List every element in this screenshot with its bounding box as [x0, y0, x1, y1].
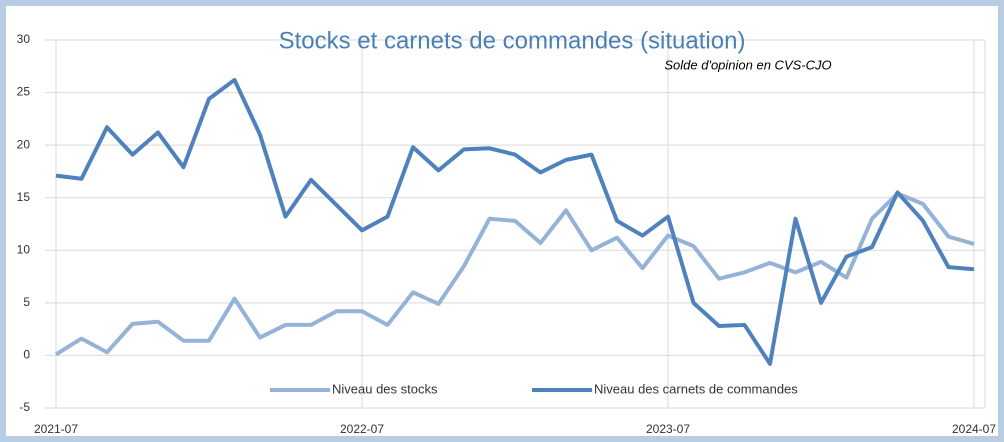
y-tick-label: 20 [17, 137, 31, 151]
y-tick-label: -5 [19, 400, 30, 414]
x-tick-label: 2023-07 [646, 422, 690, 436]
y-tick-label: 15 [17, 190, 31, 204]
y-tick-label: 5 [23, 295, 30, 309]
series-line [54, 191, 975, 357]
legend-label: Niveau des stocks [332, 381, 438, 396]
y-tick-label: 0 [23, 348, 30, 362]
x-tick-label: 2021-07 [34, 422, 78, 436]
y-tick-label: 25 [17, 85, 31, 99]
legend-label: Niveau des carnets de commandes [594, 381, 798, 396]
y-tick-label: 10 [17, 242, 31, 256]
series-line [55, 77, 975, 366]
y-tick-label: 30 [17, 32, 31, 46]
chart-subtitle: Solde d'opinion en CVS-CJO [664, 57, 831, 72]
chart-title: Stocks et carnets de commandes (situatio… [279, 27, 746, 54]
x-tick-label: 2022-07 [340, 422, 384, 436]
x-tick-label: 2024-07 [952, 422, 996, 436]
